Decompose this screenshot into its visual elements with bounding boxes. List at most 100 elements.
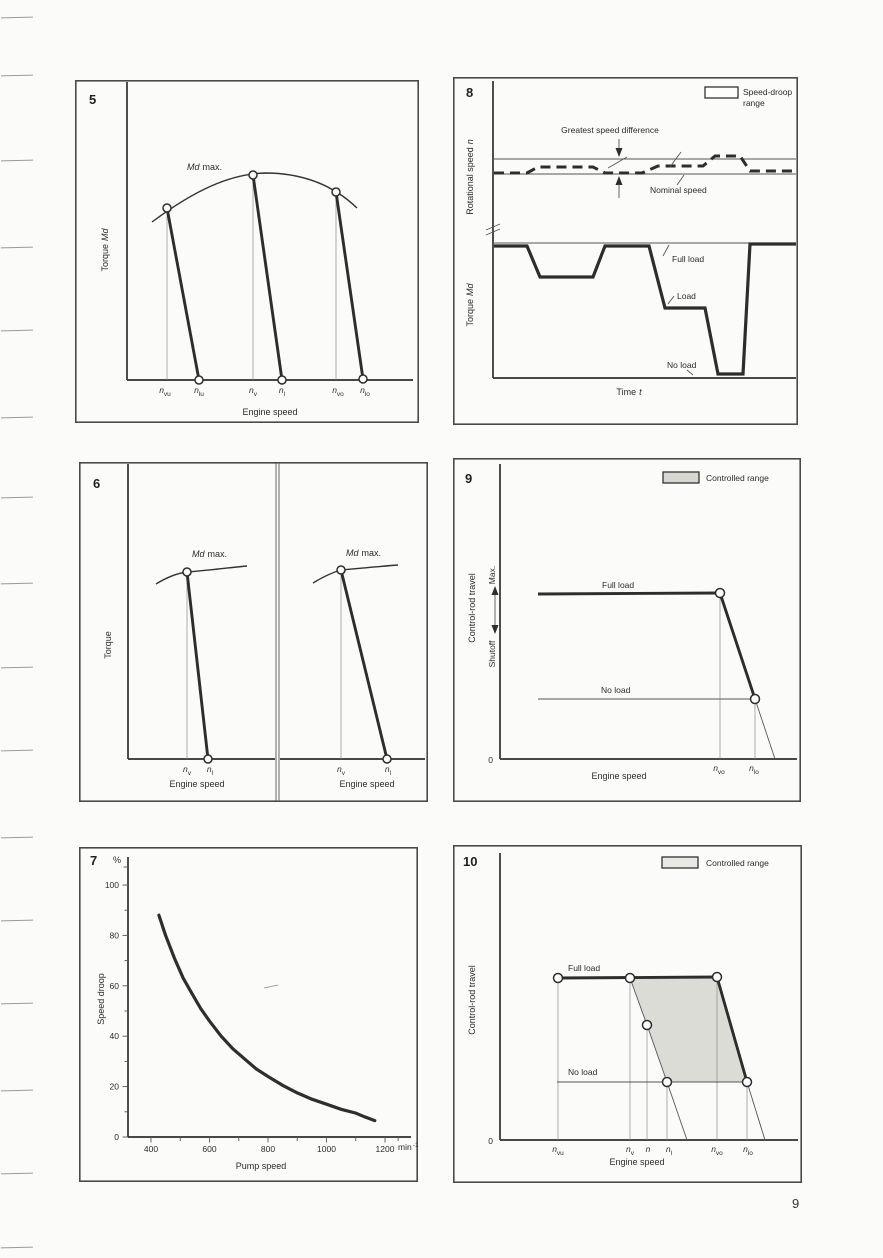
page-number: 9	[792, 1196, 800, 1211]
band-leader-mark	[669, 151, 682, 168]
figure-frame	[79, 847, 418, 1182]
fig7-y-tick-label: 40	[110, 1031, 120, 1041]
fig10-full-load-line	[557, 975, 766, 1141]
svg-text:Shutoff: Shutoff	[487, 640, 497, 667]
fig7-y-tick-label: 0	[114, 1132, 119, 1142]
fig10-x-axis-label: Engine speed	[609, 1157, 664, 1167]
fig10-controlled-range-shading	[630, 977, 747, 1082]
fig7-x-tick-label: 600	[202, 1144, 216, 1154]
figure-number: 6	[93, 476, 100, 491]
fig10-no-load-label: No load	[568, 1067, 598, 1077]
fig9-reference-verticals	[719, 593, 756, 759]
fig9-y-axis-label: Control-rod travel	[467, 573, 477, 643]
fig5-md-max-curve	[151, 172, 358, 223]
fig9-legend: Controlled range	[662, 471, 769, 484]
fig10-full-load-label: Full load	[568, 963, 600, 973]
fig8-speed-band-lines	[493, 158, 796, 175]
fig10-x-tick-labels: nvu nv n nl nvo nlo	[552, 1144, 753, 1157]
margin-mark	[0, 1002, 34, 1005]
fig7-x-unit-label: min-1	[398, 1142, 419, 1152]
fig9-x-tick-labels: nvo nlo	[713, 763, 759, 776]
stray-mark	[263, 984, 279, 989]
fig9-origin-label: 0	[488, 755, 493, 765]
fig8-legend: Speed-droop range	[704, 86, 792, 108]
figure-frame	[453, 845, 802, 1183]
fig10-origin-label: 0	[488, 1136, 493, 1146]
svg-text:nvu: nvu	[552, 1144, 564, 1157]
figure-frame	[453, 458, 801, 802]
fig7-y-ticks: 0 20 40 60 80 100	[105, 880, 128, 1142]
svg-text:nl: nl	[207, 764, 214, 777]
fig6-left-panel: Torque Md max. nv nl Engine speed	[103, 464, 275, 789]
fig9-full-load-line	[537, 591, 776, 760]
fig9-no-load-label: No load	[601, 685, 631, 695]
fig9-legend-swatch	[662, 471, 700, 484]
axis-break-mark	[485, 223, 501, 231]
fig7-y-axis-label: Speed droop	[96, 973, 106, 1025]
svg-text:nvo: nvo	[711, 1144, 723, 1157]
fig7-y-tick-label: 60	[110, 981, 120, 991]
fig7-x-ticks: 400 600 800 1000 1200	[144, 1137, 399, 1154]
svg-text:nlu: nlu	[194, 385, 204, 398]
fig10-legend-swatch	[661, 856, 699, 869]
fig9-data-points	[714, 587, 761, 705]
margin-mark	[0, 749, 34, 752]
fig10-idle-droop-line	[629, 977, 688, 1141]
fig5-md-max-label: Md max.	[187, 162, 222, 172]
fig8-greatest-speed-difference-annotation: Greatest speed difference	[561, 125, 682, 198]
svg-text:Max.: Max.	[487, 566, 497, 584]
fig7-x-tick-label: 1000	[317, 1144, 336, 1154]
fig8-lower-y-axis-label: TorqueMd	[465, 282, 475, 326]
fig8-axes	[485, 81, 796, 379]
margin-mark	[0, 496, 34, 499]
svg-text:No load: No load	[667, 360, 697, 370]
figure-8-speed-droop-time-chart: 8 Speed-droop range Rotational speedn To…	[453, 77, 798, 425]
fig8-legend-swatch	[704, 86, 739, 99]
fig9-x-axis-label: Engine speed	[591, 771, 646, 781]
margin-mark	[0, 329, 34, 332]
fig7-y-unit-label: %	[113, 855, 121, 865]
svg-text:nv: nv	[626, 1144, 635, 1157]
margin-mark	[0, 836, 34, 839]
fig10-legend: Controlled range	[661, 856, 769, 869]
fig5-x-axis-label: Engine speed	[242, 407, 297, 417]
margin-mark	[0, 416, 34, 419]
fig6-left-x-axis-label: Engine speed	[169, 779, 224, 789]
margin-mark	[0, 159, 34, 162]
fig9-full-load-label: Full load	[602, 580, 634, 590]
fig10-y-axis-label: Control-rod travel	[467, 965, 477, 1035]
figure-number: 9	[465, 471, 472, 486]
margin-mark	[0, 582, 34, 585]
margin-mark	[0, 1246, 34, 1249]
margin-mark	[0, 16, 34, 19]
figure-7-speed-droop-vs-pump-speed-chart: 7 % 0 20 40 60 80 100 400 600 800 1000 1200 Speed…	[79, 847, 419, 1182]
panel-divider	[275, 463, 280, 801]
fig8-upper-y-axis-label: Rotational speedn	[465, 139, 475, 215]
svg-text:nlo: nlo	[743, 1144, 753, 1157]
figure-frame	[75, 80, 419, 423]
fig9-axes	[499, 464, 797, 760]
fig8-rotational-speed-trace	[494, 154, 796, 175]
fig7-y-tick-label: 20	[110, 1082, 120, 1092]
fig7-x-tick-label: 800	[261, 1144, 275, 1154]
margin-mark	[0, 246, 34, 249]
svg-text:nv: nv	[183, 764, 192, 777]
fig7-x-axis-label: Pump speed	[236, 1161, 287, 1171]
fig5-reference-verticals	[166, 175, 337, 380]
svg-text:nvu: nvu	[159, 385, 171, 398]
margin-mark	[0, 1172, 34, 1175]
fig7-axes	[123, 857, 411, 1138]
fig10-legend-label: Controlled range	[706, 858, 769, 868]
fig8-legend-label-line2: range	[743, 98, 765, 108]
svg-text:nlo: nlo	[360, 385, 370, 398]
fig8-load-labels: Full load Load No load	[662, 244, 704, 376]
figure-10-controlled-range-chart: 10 Controlled range Control-rod travel 0	[453, 845, 802, 1183]
figure-frame	[79, 462, 428, 802]
fig6-right-panel: Md max. nv nl Engine speed	[280, 548, 425, 789]
fig5-x-tick-labels: nvu nlu nv nl nvo nlo	[159, 385, 370, 398]
svg-text:Full load: Full load	[672, 254, 704, 264]
fig10-axes	[499, 853, 798, 1141]
svg-text:Nominal speed: Nominal speed	[650, 185, 707, 195]
fig7-y-tick-label: 80	[110, 930, 120, 940]
